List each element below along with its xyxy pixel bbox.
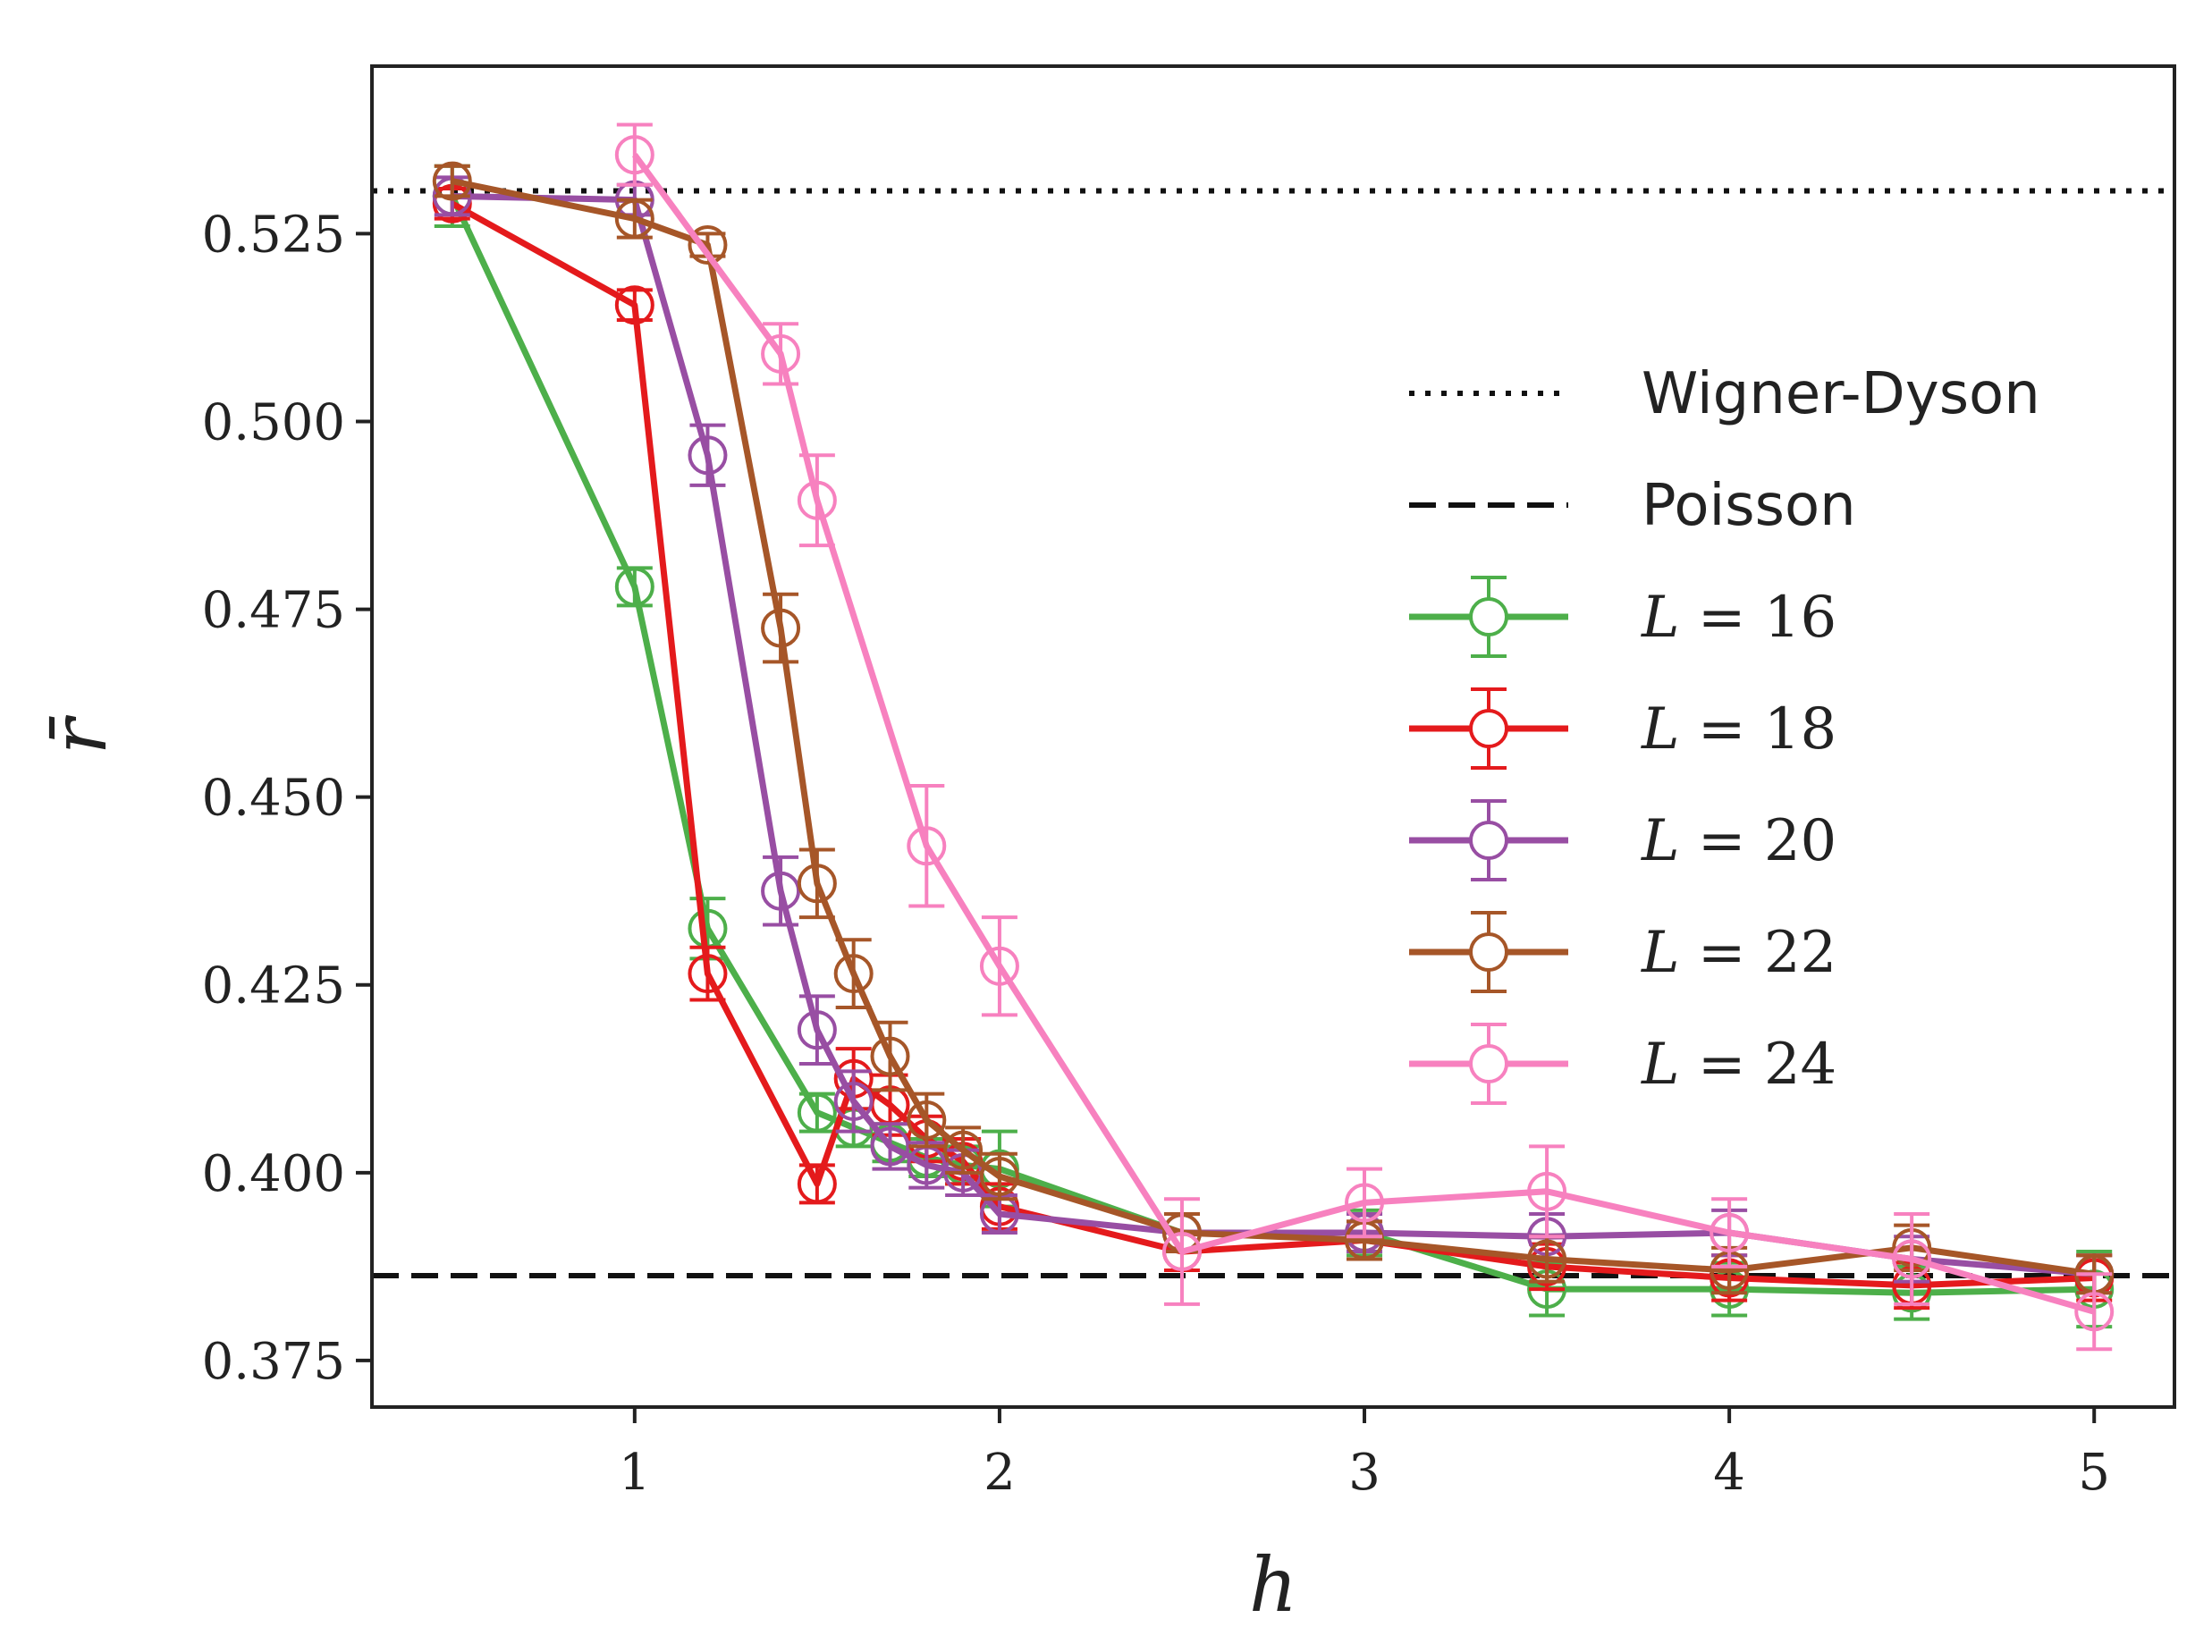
series-24-point	[614, 135, 654, 175]
x-axis-label: h	[1249, 1541, 1297, 1629]
legend-L20-swatch-marker	[1469, 821, 1508, 860]
series-16-point	[614, 567, 654, 607]
x-tick-label: 5	[2078, 1444, 2110, 1502]
series-24-point	[797, 480, 837, 520]
y-tick-label: 0.400	[202, 1145, 345, 1203]
series-24-point	[1527, 1171, 1567, 1211]
series-22-point	[833, 954, 874, 994]
y-tick-label: 0.425	[202, 957, 345, 1016]
legend-L18-label: L = 18	[1641, 696, 1836, 763]
series-24-point	[979, 946, 1019, 986]
legend-L22-label: L = 22	[1641, 920, 1836, 986]
y-tick-label: 0.475	[202, 582, 345, 640]
series-22-point	[797, 864, 837, 904]
plot-content	[372, 122, 2174, 1352]
y-tick-label: 0.500	[202, 393, 345, 451]
series-22-point	[761, 608, 801, 648]
series-20-point	[688, 435, 728, 476]
series-22-point	[870, 1036, 910, 1076]
series-20-point	[870, 1126, 910, 1167]
series-22-point	[907, 1100, 947, 1140]
series-18-point	[797, 1164, 837, 1204]
series-22-point	[1527, 1239, 1567, 1279]
legend-poisson-label: Poisson	[1642, 473, 1856, 539]
series-22-point	[979, 1157, 1019, 1197]
legend-L18-swatch-marker	[1469, 709, 1508, 748]
axis-ticks: 1 2 3 4 5 0.375 0.400 0.425 0.450 0.475 0.500 0.525	[202, 206, 2110, 1502]
y-axis-label: r̄	[36, 714, 123, 754]
legend-wigner-dyson-label: Wigner-Dyson	[1642, 361, 2040, 427]
series-22-point	[432, 161, 472, 201]
series-20-point	[761, 871, 801, 911]
series-18-point	[688, 954, 728, 994]
series-24-point	[907, 826, 947, 866]
legend-L20-label: L = 20	[1641, 808, 1836, 874]
series-18-point	[614, 285, 654, 325]
x-tick-label: 1	[619, 1444, 651, 1502]
series-24-point	[1345, 1183, 1385, 1223]
legend: Wigner-Dyson Poisson L = 16 L = 18 L = 20 L =…	[1409, 361, 2040, 1105]
x-tick-label: 3	[1348, 1444, 1380, 1502]
legend-L22-swatch-marker	[1469, 932, 1508, 972]
legend-L24-swatch-marker	[1469, 1044, 1508, 1083]
series-22-point	[688, 225, 728, 265]
series-24-point	[1892, 1239, 1932, 1279]
x-tick-label: 4	[1713, 1444, 1745, 1502]
series-24-point	[1710, 1213, 1750, 1253]
series-20-point	[797, 1010, 837, 1050]
series-24-group	[614, 122, 2115, 1352]
series-22-line	[452, 178, 2095, 1277]
legend-L24-label: L = 24	[1641, 1032, 1836, 1098]
y-tick-label: 0.375	[202, 1333, 345, 1391]
series-22-point	[943, 1130, 984, 1170]
series-24-point	[2074, 1292, 2115, 1332]
legend-L16-label: L = 16	[1641, 585, 1836, 651]
series-24-point	[1161, 1232, 1202, 1272]
x-tick-label: 2	[984, 1444, 1016, 1502]
series-16-point	[797, 1092, 837, 1133]
series-24-point	[761, 333, 801, 374]
plot-data-layer	[372, 122, 2174, 1352]
plot-frame	[370, 64, 2176, 1409]
legend-L16-swatch-marker	[1469, 597, 1508, 636]
y-tick-label: 0.450	[202, 770, 345, 828]
series-20-point	[833, 1081, 874, 1121]
series-22-point	[614, 198, 654, 239]
y-tick-label: 0.525	[202, 206, 345, 264]
